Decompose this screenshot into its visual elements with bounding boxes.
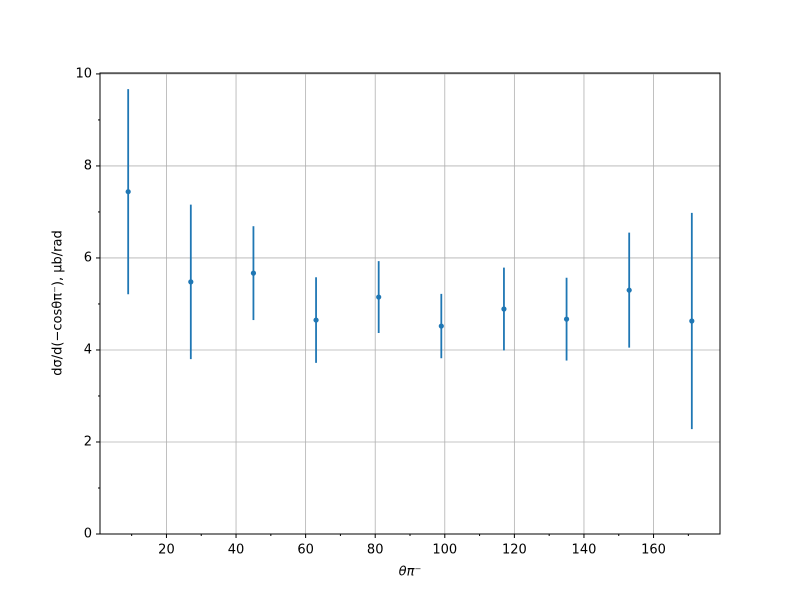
- y-tick-label: 4: [84, 342, 92, 357]
- data-point: [188, 279, 194, 285]
- x-axis-label: θπ⁻: [399, 565, 422, 580]
- y-tick-label: 10: [75, 66, 92, 81]
- x-tick-label: 160: [641, 543, 666, 558]
- data-point: [626, 287, 632, 293]
- x-tick-label: 120: [502, 543, 527, 558]
- y-tick-label: 6: [84, 250, 92, 265]
- data-point: [563, 316, 570, 322]
- data-point: [501, 306, 507, 312]
- x-tick-label: 80: [367, 543, 384, 558]
- x-tick-label: 40: [228, 543, 245, 558]
- data-point: [376, 294, 382, 300]
- data-point: [689, 318, 695, 324]
- y-axis-label: dσ/d(−cosθπ⁻), μb/rad: [51, 230, 66, 375]
- data-point: [250, 270, 257, 276]
- data-point: [313, 317, 319, 323]
- y-tick-label: 8: [84, 158, 92, 173]
- x-tick-label: 140: [572, 543, 597, 558]
- plot-frame: [99, 72, 721, 535]
- data-point: [438, 323, 444, 329]
- data-point: [125, 189, 131, 195]
- x-tick-label: 100: [432, 543, 457, 558]
- y-tick-label: 2: [84, 434, 92, 449]
- x-tick-label: 20: [158, 543, 175, 558]
- x-tick-label: 60: [297, 543, 314, 558]
- y-tick-label: 0: [84, 527, 92, 542]
